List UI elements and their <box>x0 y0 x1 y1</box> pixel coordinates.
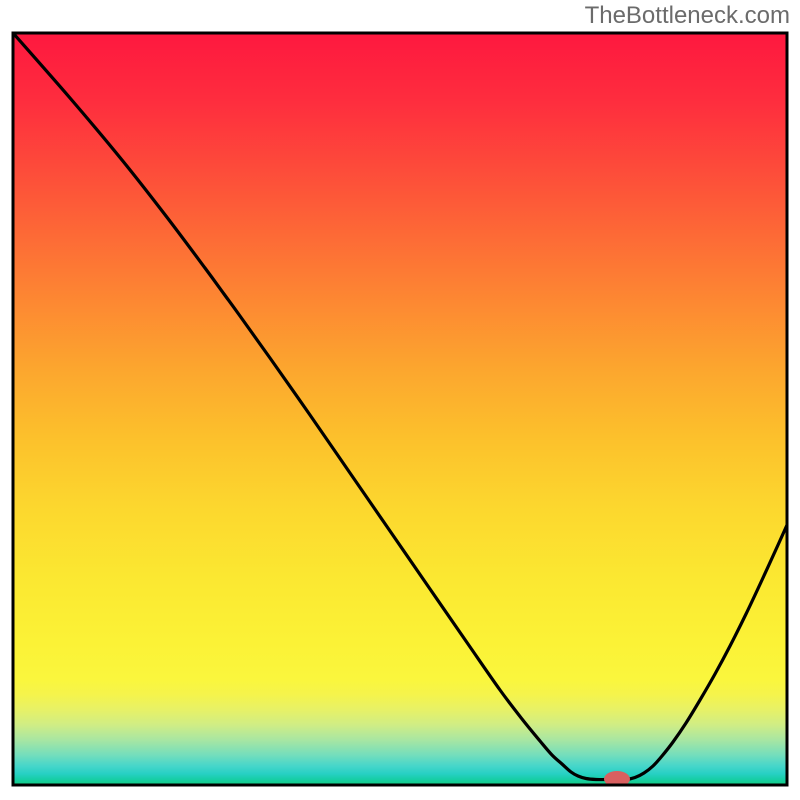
chart-container: TheBottleneck.com <box>0 0 800 800</box>
watermark-text: TheBottleneck.com <box>585 2 790 30</box>
bottleneck-chart <box>0 0 800 800</box>
gradient-background <box>13 33 787 785</box>
